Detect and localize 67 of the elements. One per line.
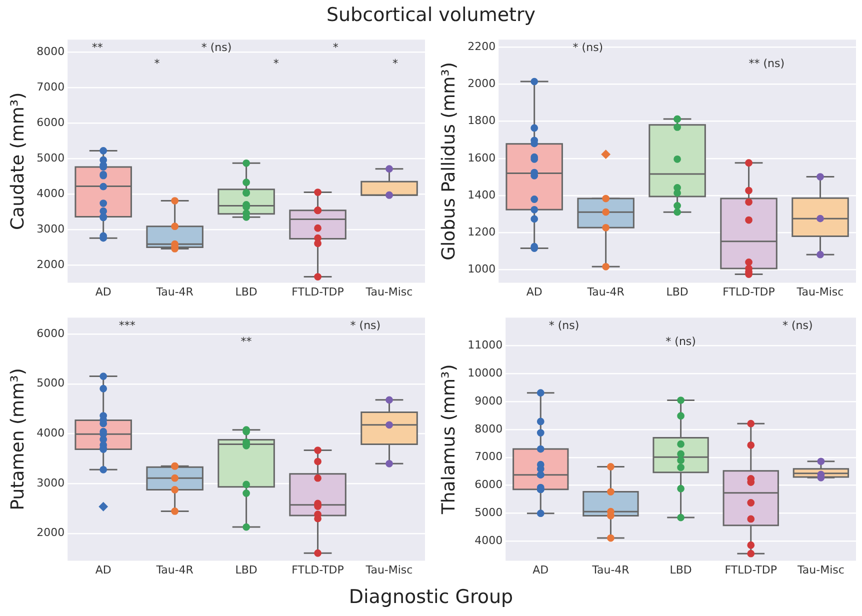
x-axis-title: Diagnostic Group <box>348 585 514 610</box>
x-tick-label: Tau-4R <box>155 563 194 576</box>
y-tick-label: 1000 <box>468 262 496 276</box>
annotation: * (ns) <box>572 40 604 54</box>
annotation: * <box>154 56 160 70</box>
y-tick-label: 2200 <box>468 40 496 53</box>
y-tick-label: 10000 <box>468 366 503 380</box>
annotation: * <box>332 40 339 54</box>
x-tick-label: Tau-4R <box>591 563 630 576</box>
chart-title: Subcortical volumetry <box>325 3 537 28</box>
y-tick-label: 4000 <box>474 534 503 548</box>
y-tick-label: 4000 <box>36 186 65 200</box>
x-tick-label: Tau-Misc <box>796 285 844 298</box>
y-tick-label: 5000 <box>36 376 65 390</box>
annotation: * (ns) <box>350 318 381 332</box>
y-tick-label: 5000 <box>474 506 503 520</box>
y-tick-label: 6000 <box>36 326 65 340</box>
x-tick-label: LBD <box>670 563 692 576</box>
y-tick-label: 1600 <box>468 151 496 164</box>
y-tick-label: 3000 <box>36 222 65 236</box>
y-tick-label: 1800 <box>468 114 496 128</box>
y-tick-label: 6000 <box>36 116 65 129</box>
annotation: ** <box>240 334 252 348</box>
y-tick-label: 11000 <box>468 338 503 352</box>
annotation: * (ns) <box>201 40 232 54</box>
annotation: * (ns) <box>548 318 580 332</box>
y-tick-label: 8000 <box>474 422 503 436</box>
x-tick-label: Tau-Misc <box>364 285 413 298</box>
y-axis-title: Thalamus (mm³) <box>438 364 460 516</box>
x-tick-label: FTLD-TDP <box>724 563 778 576</box>
x-tick-label: FTLD-TDP <box>292 563 344 576</box>
y-tick-label: 8000 <box>36 44 65 58</box>
annotation: ** (ns) <box>748 56 785 70</box>
x-tick-label: FTLD-TDP <box>292 285 344 298</box>
y-axis-title: Putamen (mm³) <box>7 368 28 510</box>
y-tick-label: 7000 <box>474 450 503 464</box>
x-tick-label: AD <box>95 285 112 298</box>
y-tick-label: 2000 <box>468 77 496 90</box>
x-tick-label: AD <box>532 563 549 576</box>
y-tick-label: 7000 <box>36 80 65 94</box>
x-tick-label: FTLD-TDP <box>722 285 776 298</box>
annotation: * (ns) <box>666 334 696 348</box>
x-tick-label: Tau-Misc <box>364 563 413 576</box>
x-tick-label: Tau-Misc <box>796 563 844 576</box>
x-tick-label: LBD <box>666 285 688 298</box>
y-tick-label: 2000 <box>36 526 65 540</box>
annotation: * <box>392 56 398 70</box>
annotation: *** <box>118 318 136 332</box>
annotation: ** <box>92 40 104 54</box>
y-tick-label: 6000 <box>474 478 503 492</box>
x-tick-label: Tau-4R <box>155 285 194 298</box>
y-tick-label: 9000 <box>474 394 503 408</box>
annotation: * <box>273 56 280 70</box>
x-tick-label: AD <box>95 563 112 576</box>
y-tick-label: 3000 <box>36 476 65 490</box>
y-axis-title: Globus Pallidus (mm³) <box>438 62 460 260</box>
x-tick-label: LBD <box>235 285 258 298</box>
y-tick-label: 1200 <box>468 226 496 239</box>
annotation: * (ns) <box>782 318 813 332</box>
x-tick-label: AD <box>526 285 542 298</box>
x-tick-label: Tau-4R <box>586 285 625 298</box>
y-tick-label: 1400 <box>468 188 496 202</box>
y-axis-title: Caudate (mm³) <box>7 92 28 230</box>
y-tick-label: 4000 <box>36 426 65 440</box>
x-tick-label: LBD <box>235 563 258 576</box>
y-tick-label: 2000 <box>36 258 65 271</box>
y-tick-label: 5000 <box>36 151 65 164</box>
